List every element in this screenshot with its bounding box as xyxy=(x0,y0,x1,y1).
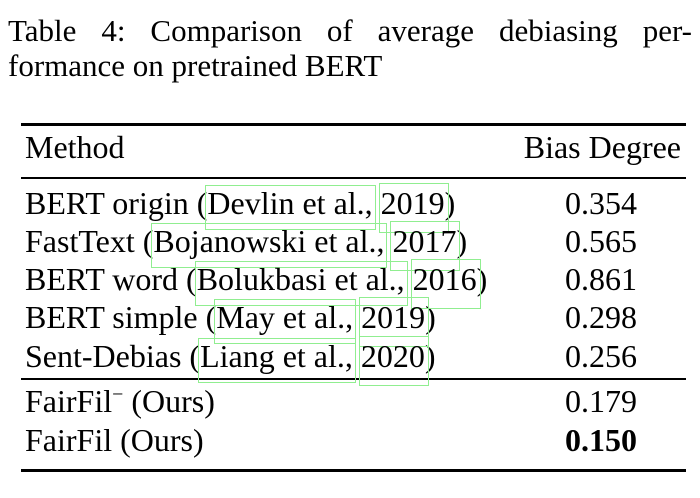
bias-degree-value: 0.150 xyxy=(565,421,637,458)
method-name-text: ) xyxy=(424,337,436,374)
method-cell: FastText (Bojanowski et al., 2017) xyxy=(21,222,467,260)
method-name-text: (Ours) xyxy=(123,383,215,420)
table-header-row: Method Bias Degree xyxy=(21,126,686,177)
citation-author-link[interactable]: Devlin et al., xyxy=(207,184,373,221)
caption-line-2: formance on pretrained BERT xyxy=(8,48,383,83)
method-name-text: FastText ( xyxy=(25,222,154,259)
bias-degree-value: 0.298 xyxy=(565,299,637,336)
method-cell: BERT simple (May et al., 2019) xyxy=(21,298,436,336)
bias-degree-value: 0.256 xyxy=(565,337,637,374)
table-header-rule xyxy=(21,176,686,179)
citation-author-link[interactable]: Liang et al., xyxy=(200,337,353,374)
table-row: BERT origin (Devlin et al., 2019) 0.354 xyxy=(21,184,686,222)
method-name-text xyxy=(353,299,361,335)
method-name-text: FairFil (Ours) xyxy=(25,421,204,458)
table-row: FairFil (Ours) 0.150 xyxy=(21,421,686,459)
results-table: Method Bias Degree BERT origin (Devlin e… xyxy=(21,123,686,473)
bias-degree-value: 0.565 xyxy=(565,222,637,259)
table-row: FastText (Bojanowski et al., 2017) 0.565 xyxy=(21,222,686,260)
bias-degree-value: 0.179 xyxy=(565,383,637,420)
method-name-text: ) xyxy=(456,222,468,259)
citation-author-link[interactable]: May et al., xyxy=(216,299,354,336)
table-row: FairFil− (Ours) 0.179 xyxy=(21,382,686,420)
method-name-text: BERT origin ( xyxy=(25,184,208,221)
ours-methods-section: FairFil− (Ours) 0.179 FairFil (Ours) 0.150 xyxy=(21,380,686,469)
table-bottom-rule xyxy=(21,469,686,473)
method-cell: BERT word (Bolukbasi et al., 2016) xyxy=(21,260,487,298)
bias-degree-value: 0.354 xyxy=(565,184,637,221)
citation-year-link[interactable]: 2016 xyxy=(412,261,477,298)
method-cell: BERT origin (Devlin et al., 2019) xyxy=(21,184,455,222)
method-name-text xyxy=(353,338,361,374)
caption-line-1: Table 4: Comparison of average debiasing… xyxy=(8,13,692,48)
method-name-text: BERT simple ( xyxy=(25,299,217,336)
method-name-text xyxy=(405,261,413,297)
citation-author-link[interactable]: Bojanowski et al., xyxy=(153,222,385,259)
table-top-rule xyxy=(21,123,686,126)
citation-year-link[interactable]: 2017 xyxy=(392,222,457,259)
method-name-text: ) xyxy=(444,184,456,221)
citation-year-link[interactable]: 2019 xyxy=(361,299,426,336)
method-cell: FairFil− (Ours) xyxy=(21,382,427,420)
table-mid-rule xyxy=(21,378,686,381)
column-header-method: Method xyxy=(25,129,125,165)
table-row: BERT simple (May et al., 2019) 0.298 xyxy=(21,298,686,336)
method-cell: FairFil (Ours) xyxy=(21,421,427,459)
citation-year-link[interactable]: 2020 xyxy=(360,337,425,374)
table-row: BERT word (Bolukbasi et al., 2016) 0.861 xyxy=(21,260,686,298)
citation-author-link[interactable]: Bolukbasi et al., xyxy=(196,261,405,298)
method-name-text: Sent-Debias ( xyxy=(25,337,201,374)
method-name-text xyxy=(373,185,381,221)
citation-year-link[interactable]: 2019 xyxy=(380,184,445,221)
baseline-methods-section: BERT origin (Devlin et al., 2019) 0.354 Fa… xyxy=(21,179,686,379)
column-header-bias-degree: Bias Degree xyxy=(523,129,681,165)
table-row: Sent-Debias (Liang et al., 2020) 0.256 xyxy=(21,337,686,375)
table-caption: Table 4: Comparison of average debiasing… xyxy=(8,13,692,83)
method-name-text: ) xyxy=(425,299,436,336)
method-name-text: ) xyxy=(476,261,488,298)
superscript-minus: − xyxy=(112,383,124,406)
method-cell: Sent-Debias (Liang et al., 2020) xyxy=(21,337,436,375)
method-name-text: BERT word ( xyxy=(25,261,197,298)
bias-degree-value: 0.861 xyxy=(565,261,637,298)
method-name-text: FairFil xyxy=(25,383,113,420)
